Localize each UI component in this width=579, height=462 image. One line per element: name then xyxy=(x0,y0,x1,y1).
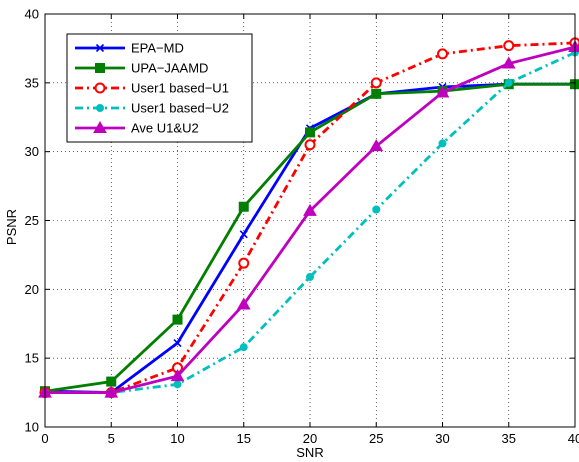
data-point xyxy=(435,85,450,98)
y-tick-label: 10 xyxy=(25,420,39,435)
data-point xyxy=(238,201,249,212)
x-tick-label: 10 xyxy=(170,431,184,446)
x-tick-label: 5 xyxy=(108,431,115,446)
legend-entry: UPA−JAAMD xyxy=(75,61,208,76)
legend-entry: Ave U1&U2 xyxy=(75,121,199,136)
data-point xyxy=(173,380,182,389)
data-point xyxy=(303,203,317,216)
legend-entry: User1 based−U2 xyxy=(75,101,229,116)
series-lines xyxy=(38,37,579,399)
legend-label: EPA−MD xyxy=(131,41,184,56)
data-point xyxy=(173,338,182,348)
legend-marker xyxy=(95,63,105,73)
data-point xyxy=(306,272,314,281)
y-axis-label: PSNR xyxy=(4,209,19,245)
x-axis-label: SNR xyxy=(296,445,323,460)
x-tick-label: 25 xyxy=(369,431,383,446)
data-point xyxy=(236,297,251,310)
data-point xyxy=(369,139,384,152)
data-point xyxy=(106,376,117,387)
data-point xyxy=(372,205,381,214)
x-tick-label: 35 xyxy=(502,431,516,446)
data-point xyxy=(305,127,315,138)
y-tick-label: 40 xyxy=(25,7,39,22)
x-tick-label: 20 xyxy=(303,431,317,446)
series-line xyxy=(45,51,576,394)
x-tick-label: 15 xyxy=(237,431,251,446)
x-tick-label: 40 xyxy=(568,431,579,446)
data-point xyxy=(370,77,382,89)
y-tick-label: 20 xyxy=(25,282,39,297)
y-tick-label: 15 xyxy=(25,351,39,366)
data-point xyxy=(503,40,515,52)
y-tick-label: 35 xyxy=(25,75,39,90)
legend-marker xyxy=(94,82,106,94)
marker-stroke xyxy=(95,43,105,53)
legend-label: User1 based−U1 xyxy=(131,81,229,96)
legend-marker xyxy=(95,43,105,53)
data-point xyxy=(438,139,447,148)
axes: 0 5 10 15 20 25 30 35 40 10 15 20 25 30 35 40 xyxy=(25,7,579,447)
legend-marker xyxy=(96,104,104,112)
data-point xyxy=(239,230,248,239)
marker-stroke xyxy=(173,338,182,348)
data-point xyxy=(371,88,382,99)
legend-label: User1 based−U2 xyxy=(131,101,229,116)
legend-entry: User1 based−U1 xyxy=(75,81,229,96)
data-point xyxy=(304,139,316,151)
legend-marker xyxy=(93,120,107,133)
data-point xyxy=(504,78,513,87)
data-point xyxy=(239,343,248,352)
x-tick-label: 0 xyxy=(41,431,48,446)
data-point xyxy=(172,314,183,325)
x-tick-label: 30 xyxy=(435,431,449,446)
data-point xyxy=(238,257,250,269)
legend: EPA−MD UPA−JAAMD User1 based−U1 User1 based… xyxy=(66,33,253,143)
y-tick-label: 25 xyxy=(25,213,39,228)
data-point xyxy=(501,56,516,69)
legend-label: UPA−JAAMD xyxy=(131,61,208,76)
legend-entry: EPA−MD xyxy=(75,41,184,56)
y-tick-label: 30 xyxy=(25,144,39,159)
data-point xyxy=(437,48,448,60)
data-point xyxy=(170,369,185,382)
data-point xyxy=(104,385,119,398)
legend-label: Ave U1&U2 xyxy=(131,121,199,136)
marker-stroke xyxy=(239,230,248,239)
